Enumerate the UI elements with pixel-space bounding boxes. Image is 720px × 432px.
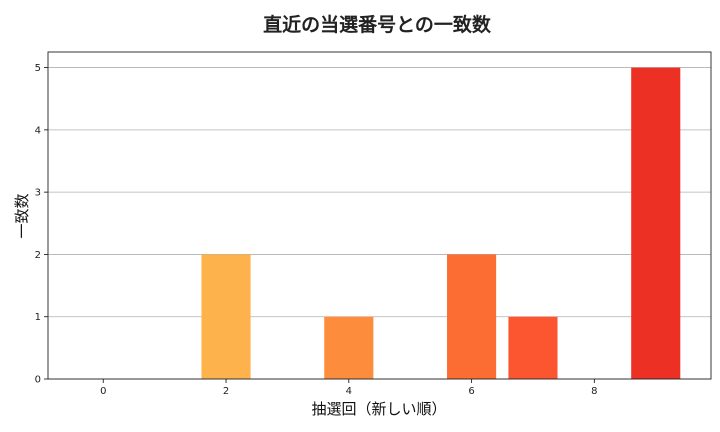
chart-title: 直近の当選番号との一致数 — [263, 13, 492, 36]
y-tick-label: 4 — [35, 125, 41, 136]
y-axis-ticks: 0 1 2 3 4 5 — [35, 63, 48, 386]
bar — [508, 316, 558, 379]
bars — [201, 67, 681, 380]
bar — [631, 67, 681, 380]
y-axis-label: 一致数 — [13, 193, 31, 238]
x-tick-label: 6 — [468, 386, 474, 397]
x-tick-label: 8 — [591, 386, 597, 397]
y-tick-label: 5 — [35, 63, 41, 74]
x-tick-label: 4 — [346, 386, 352, 397]
bar — [324, 316, 374, 379]
x-tick-label: 2 — [223, 386, 229, 397]
plot-frame — [47, 51, 712, 380]
bar — [201, 254, 251, 379]
y-tick-label: 0 — [35, 375, 41, 386]
y-tick-label: 1 — [35, 312, 41, 323]
y-tick-label: 3 — [35, 188, 41, 199]
x-axis-ticks: 0 2 4 6 8 — [100, 379, 598, 397]
y-tick-label: 2 — [35, 250, 41, 261]
bar — [447, 254, 497, 379]
x-tick-label: 0 — [100, 386, 106, 397]
grid-lines — [48, 67, 711, 380]
x-axis-label: 抽選回（新しい順） — [311, 400, 446, 418]
